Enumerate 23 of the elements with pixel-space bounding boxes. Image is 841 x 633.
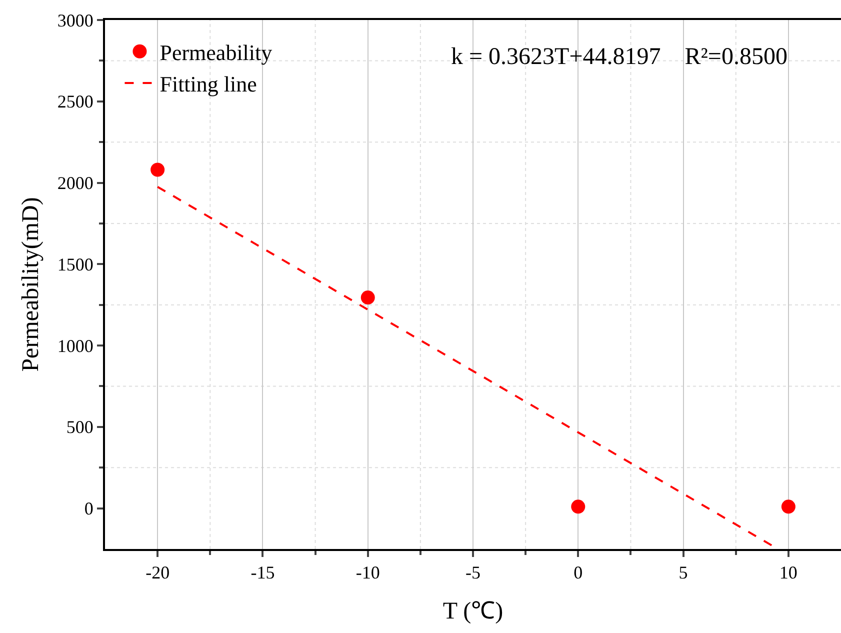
y-tick-label: 500 [66,417,94,438]
x-axis-title: T (℃) [442,598,504,624]
legend-label: Permeability [160,40,272,65]
point [571,500,586,514]
annotation: k = 0.3623T+44.8197 R²=0.8500 [451,44,788,70]
y-tick-label: 0 [84,498,94,519]
y-tick-label: 3000 [57,10,94,30]
x-tick-label: -10 [356,562,380,583]
x-tick-label: -20 [146,562,170,583]
x-tick-label: -15 [250,562,275,583]
y-tick-label: 2000 [57,173,94,194]
y-tick-label: 1500 [57,254,94,274]
x-tick-label: 10 [779,562,798,583]
y-axis-title: Permeability(mD) [18,197,44,372]
x-tick-label: 5 [678,562,688,583]
point [360,290,375,305]
point [781,500,796,514]
x-tick-label: 0 [574,562,583,583]
y-tick-label: 2500 [57,92,94,112]
x-tick-label: -5 [466,562,480,583]
y-tick-label: 1000 [57,336,94,356]
point [150,162,165,177]
legend-label: Fitting line [160,72,257,97]
